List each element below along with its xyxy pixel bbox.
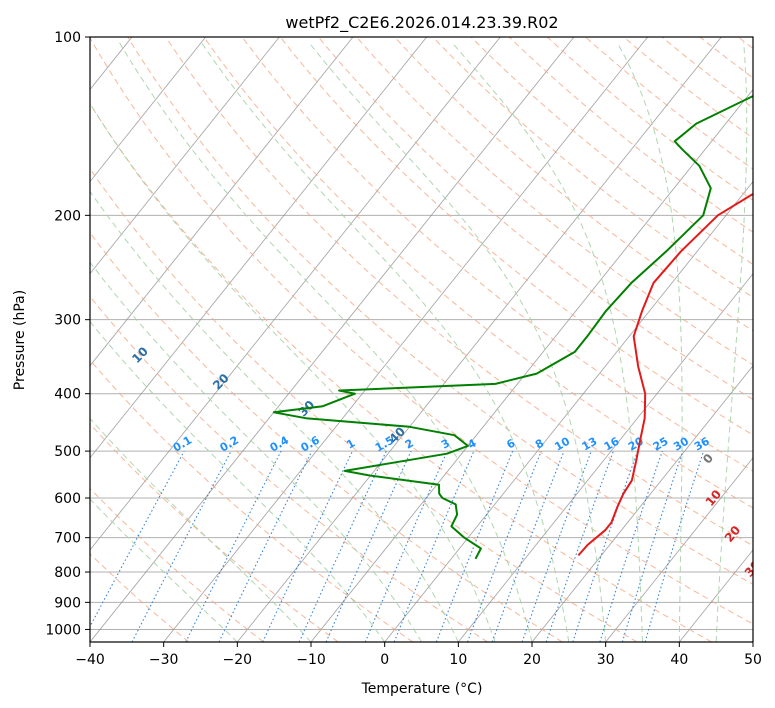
x-tick-label: 20 <box>523 652 541 668</box>
mixing-ratio-line <box>364 450 448 642</box>
mixing-ratio-line <box>621 450 684 642</box>
isotherm-line <box>90 37 280 275</box>
x-tick-label: 30 <box>597 652 615 668</box>
dry-adiabat-line <box>90 231 563 642</box>
plot-area: 0.10.20.40.611.52346810131620253036-100-… <box>90 37 763 642</box>
x-tick-label: 10 <box>449 652 467 668</box>
chart-title: wetPf2_C2E6.2026.014.23.39.R02 <box>285 13 558 33</box>
mixing-ratio-line <box>218 450 313 642</box>
isotherm-line <box>90 37 575 642</box>
y-tick-label: 400 <box>54 387 81 403</box>
moist-adiabat-label: 30 <box>742 558 763 580</box>
moist-adiabat-line <box>90 320 386 642</box>
y-tick-label: 500 <box>54 444 81 460</box>
isotherm-line <box>90 37 207 183</box>
dewpoint-profile-line <box>272 94 753 560</box>
x-tick-label: −40 <box>75 652 105 668</box>
moist-adiabat-line <box>90 102 496 642</box>
isotherm-line <box>163 37 649 642</box>
y-tick-label: 600 <box>54 491 81 507</box>
moist-adiabat-line <box>616 41 683 642</box>
isotherm-line <box>531 365 753 642</box>
x-tick-label: −10 <box>296 652 326 668</box>
isotherm-line <box>90 37 354 367</box>
isotherm-line <box>236 37 722 642</box>
mixing-ratio-line <box>644 450 705 642</box>
plot-frame <box>89 36 754 643</box>
x-tick-label: 0 <box>380 652 389 668</box>
y-tick-label: 700 <box>54 531 81 547</box>
y-tick-label: 1000 <box>45 622 81 638</box>
moist-adiabat-line <box>308 41 607 642</box>
dry-adiabat-line <box>508 37 753 233</box>
dry-adiabat-line <box>241 37 753 472</box>
mixing-ratio-line <box>298 450 387 642</box>
mixing-ratio-line <box>393 450 475 642</box>
isotherm-line <box>384 180 753 642</box>
dry-adiabat-line <box>90 102 712 642</box>
dry-adiabat-line <box>203 37 753 509</box>
y-tick-label: 300 <box>54 313 81 329</box>
moist-adiabat-line <box>200 41 570 642</box>
dry-adiabat-line <box>432 37 753 298</box>
y-axis-label: Pressure (hPa) <box>12 290 28 390</box>
y-tick-label: 200 <box>54 208 81 224</box>
mixing-ratio-line <box>521 450 592 642</box>
moist-adiabat-line <box>90 498 238 642</box>
dry-adiabat-line <box>90 295 488 642</box>
y-tick-label: 800 <box>54 565 81 581</box>
mixing-ratio-line <box>599 450 663 642</box>
x-tick-label: −30 <box>149 652 179 668</box>
isotherm-line <box>90 37 428 459</box>
isotherm-line <box>605 457 753 642</box>
dry-adiabat-line <box>279 37 753 436</box>
dry-adiabat-line <box>90 37 753 625</box>
x-tick-label: 50 <box>744 652 762 668</box>
moist-adiabat-line <box>118 41 533 642</box>
mixing-ratio-line <box>545 450 614 642</box>
dry-adiabat-line <box>165 37 753 547</box>
x-axis-label: Temperature (°C) <box>361 681 483 697</box>
dry-adiabat-line <box>470 37 753 265</box>
mixing-ratio-line <box>90 450 185 628</box>
y-tick-label: 900 <box>54 595 81 611</box>
x-tick-label: 40 <box>670 652 688 668</box>
dry-adiabat-line <box>318 37 753 401</box>
x-tick-label: −20 <box>223 652 253 668</box>
y-tick-label: 100 <box>54 30 81 46</box>
moist-adiabat-line <box>451 41 643 642</box>
temperature-profile-line <box>577 192 753 557</box>
mixing-ratio-line <box>325 450 412 642</box>
mixing-ratio-line <box>572 450 639 642</box>
isotherm-line <box>90 37 501 551</box>
mixing-ratio-line <box>262 450 353 642</box>
moist-adiabat-line <box>715 42 748 642</box>
isotherm-line <box>457 272 753 642</box>
